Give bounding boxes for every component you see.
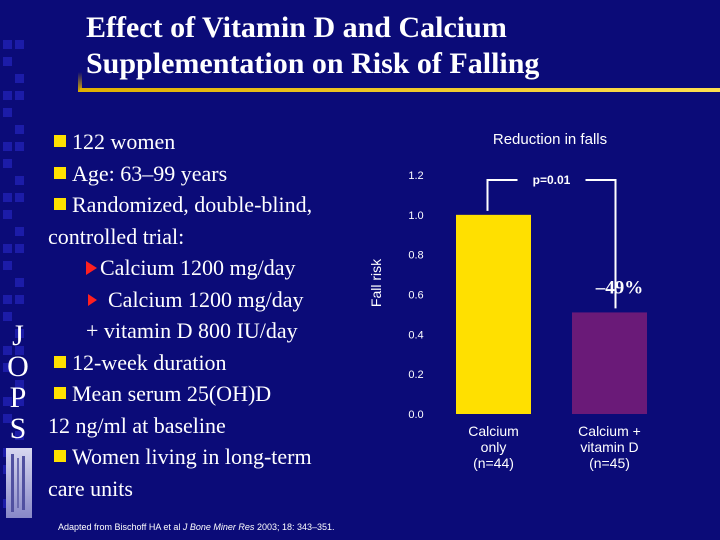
- category-label-line: vitamin D: [580, 439, 638, 455]
- decorative-square: [3, 397, 12, 406]
- decorative-square: [3, 244, 12, 253]
- bar-2: [572, 312, 647, 414]
- bullet-triangle-icon: [88, 293, 97, 306]
- decorative-square: [3, 210, 12, 219]
- decorative-square: [15, 125, 24, 134]
- bullet-setting: Women living in long-term: [48, 441, 358, 473]
- bullet-setting-cont: care units: [48, 475, 133, 501]
- decorative-square: [15, 295, 24, 304]
- bullet-square-icon: [54, 166, 66, 179]
- decorative-square: [15, 244, 24, 253]
- decorative-square: [15, 346, 24, 355]
- sub-bullet-calcium-vitd: Calcium 1200 mg/day: [48, 284, 358, 316]
- y-tick-label: 1.2: [408, 170, 423, 182]
- bullet-women: 122 women: [48, 126, 358, 158]
- category-label-line: (n=44): [473, 455, 514, 471]
- jops-logo: [6, 448, 32, 518]
- decorative-square: [3, 414, 12, 423]
- decorative-square: [3, 40, 12, 49]
- decorative-square: [15, 227, 24, 236]
- decorative-square: [15, 40, 24, 49]
- decorative-square: [3, 142, 12, 151]
- category-label-line: Calcium +: [578, 423, 641, 439]
- decorative-square: [15, 431, 24, 440]
- category-label-line: Calcium: [468, 423, 519, 439]
- bullet-age: Age: 63–99 years: [48, 158, 358, 190]
- decorative-square: [15, 74, 24, 83]
- y-tick-label: 0.2: [408, 369, 423, 381]
- p-label-background: [517, 172, 586, 188]
- decorative-square: [15, 329, 24, 338]
- decorative-square: [15, 397, 24, 406]
- decorative-square: [3, 346, 12, 355]
- y-tick-label: 0.6: [408, 290, 423, 302]
- sub-bullet-calcium-vitd-cont: + vitamin D 800 IU/day: [86, 318, 298, 343]
- decorative-square: [15, 176, 24, 185]
- y-tick-label: 0.8: [408, 250, 423, 262]
- decorative-square: [15, 380, 24, 389]
- decorative-square: [3, 261, 12, 270]
- decorative-square: [15, 278, 24, 287]
- title-line-1: Effect of Vitamin D and Calcium: [86, 11, 507, 44]
- side-letter-j: J: [12, 319, 24, 352]
- p-value-label: p=0.01: [533, 173, 571, 187]
- category-label-line: (n=45): [589, 455, 630, 471]
- decorative-square: [3, 159, 12, 168]
- bullet-serum-cont: 12 ng/ml at baseline: [48, 412, 226, 438]
- category-label-line: only: [481, 439, 507, 455]
- bullet-design: Randomized, double-blind,: [48, 189, 358, 221]
- decorative-square: [15, 193, 24, 202]
- decorative-square: [3, 91, 12, 100]
- jops-letters: J O P S: [6, 320, 30, 444]
- decorative-square: [15, 142, 24, 151]
- decorative-square: [3, 108, 12, 117]
- bullet-square-icon: [54, 198, 66, 210]
- sub-bullet-calcium: Calcium 1200 mg/day: [48, 252, 358, 284]
- bars: [456, 214, 647, 414]
- y-tick-label: 1.0: [408, 210, 423, 222]
- bullet-triangle-icon: [86, 261, 97, 275]
- decorative-square: [3, 363, 12, 372]
- decorative-square: [3, 57, 12, 66]
- decorative-square: [3, 312, 12, 321]
- bar-1: [456, 214, 531, 414]
- title-rule-vertical: [78, 72, 82, 92]
- bullet-duration: 12-week duration: [48, 347, 358, 379]
- y-tick-label: 0.4: [408, 329, 423, 341]
- title-line-2: Supplementation on Risk of Falling: [86, 47, 540, 80]
- side-letter-o: O: [7, 350, 29, 383]
- decorative-square: [3, 295, 12, 304]
- chart-title: Reduction in falls: [493, 131, 607, 148]
- bullet-design-cont: controlled trial:: [48, 223, 185, 249]
- decorative-square: [15, 91, 24, 100]
- bullet-square-icon: [54, 387, 66, 399]
- fall-risk-bar-chart: Reduction in falls Fall risk 0.00.20.40.…: [368, 131, 647, 471]
- bullet-serum: Mean serum 25(OH)D: [48, 378, 358, 410]
- title-underline: [80, 88, 720, 92]
- decorative-square: [3, 193, 12, 202]
- side-letter-s: S: [9, 412, 27, 445]
- reduction-label: –49%: [595, 278, 644, 299]
- bullet-square-icon: [54, 355, 66, 368]
- source-footnote: Adapted from Bischoff HA et al J Bone Mi…: [58, 522, 335, 532]
- side-letter-p: P: [9, 381, 27, 414]
- bullet-square-icon: [54, 135, 66, 147]
- y-axis-ticks: 0.0 0.2 0.4 0.6 0.8 1.0 1.2: [408, 170, 423, 421]
- y-tick-label: 0.0: [408, 409, 423, 421]
- slide-title: Effect of Vitamin D and Calcium Suppleme…: [86, 10, 539, 82]
- y-axis-label: Fall risk: [368, 258, 384, 307]
- bullet-square-icon: [54, 450, 66, 462]
- bullet-list: 122 women Age: 63–99 years Randomized, d…: [48, 126, 358, 504]
